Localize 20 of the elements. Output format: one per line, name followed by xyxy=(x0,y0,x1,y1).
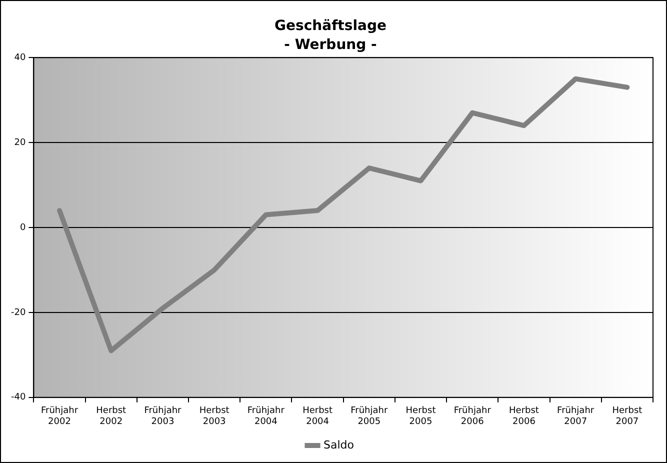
legend-label: Saldo xyxy=(324,438,354,452)
x-tick-label: Herbst 2006 xyxy=(509,406,540,427)
x-tick-label: Frühjahr 2002 xyxy=(40,406,78,427)
x-tick-label: Frühjahr 2007 xyxy=(557,406,594,427)
x-tick-label: Herbst 2002 xyxy=(96,406,127,427)
x-tick-label: Herbst 2004 xyxy=(302,406,333,427)
y-tick-label: -40 xyxy=(10,392,26,403)
x-tick-label: Herbst 2005 xyxy=(406,406,436,427)
chart-subtitle: - Werbung - xyxy=(284,36,378,53)
x-tick-label: Herbst 2003 xyxy=(199,406,230,427)
y-tick-label: -20 xyxy=(10,308,26,318)
y-tick-label: 40 xyxy=(14,52,26,63)
y-tick-label: 0 xyxy=(20,222,26,233)
x-tick-label: Frühjahr 2006 xyxy=(454,406,492,427)
y-tick-label: 20 xyxy=(14,138,26,148)
x-tick-label: Herbst 2007 xyxy=(612,406,643,427)
x-tick-label: Frühjahr 2005 xyxy=(350,406,388,427)
x-tick-label: Frühjahr 2004 xyxy=(247,406,285,427)
chart-title: Geschäftslage xyxy=(274,18,386,34)
x-tick-label: Frühjahr 2003 xyxy=(144,406,182,427)
